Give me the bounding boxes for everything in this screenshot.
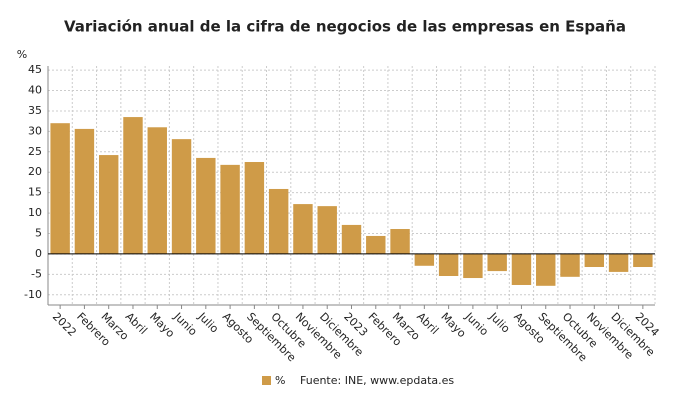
- x-tick-label: Mayo: [438, 310, 468, 340]
- bar: [511, 253, 532, 285]
- bar: [584, 253, 605, 268]
- legend-label: %: [275, 374, 285, 387]
- bar: [147, 127, 167, 254]
- bar: [123, 117, 143, 254]
- y-tick-label: 25: [28, 145, 42, 158]
- chart-title: Variación anual de la cifra de negocios …: [64, 18, 626, 36]
- legend-swatch: [262, 376, 271, 385]
- bar: [196, 157, 216, 254]
- bar: [414, 253, 435, 266]
- x-tick-label: Junio: [462, 309, 491, 338]
- bar: [438, 253, 459, 276]
- y-tick-label: 10: [28, 206, 42, 219]
- bar: [633, 253, 653, 268]
- bar: [390, 229, 410, 254]
- bar: [244, 162, 265, 254]
- y-axis-label: %: [17, 48, 27, 61]
- bar: [50, 123, 70, 254]
- y-tick-label: -5: [31, 267, 42, 280]
- bar: [560, 253, 580, 277]
- bar: [366, 235, 386, 254]
- source: Fuente: INE, www.epdata.es: [300, 374, 454, 387]
- bar: [293, 204, 313, 254]
- y-tick-label: -10: [24, 288, 42, 301]
- y-tick-label: 45: [28, 63, 42, 76]
- y-tick-label: 35: [28, 104, 42, 117]
- bar: [608, 253, 629, 272]
- bar: [341, 224, 362, 254]
- bar: [317, 206, 337, 254]
- x-tick-label: Julio: [486, 309, 512, 335]
- y-tick-label: 15: [28, 186, 42, 199]
- y-tick-label: 5: [35, 227, 42, 240]
- bar: [220, 164, 240, 254]
- y-tick-label: 0: [35, 247, 42, 260]
- x-tick-label: Julio: [195, 309, 221, 335]
- y-tick-label: 20: [28, 165, 42, 178]
- bar: [98, 155, 119, 254]
- bar: [487, 253, 507, 272]
- y-tick-label: 30: [28, 124, 42, 137]
- bar: [536, 253, 556, 286]
- x-tick-label: Mayo: [147, 310, 177, 340]
- x-tick-label: 2022: [50, 310, 79, 339]
- bar: [463, 253, 483, 279]
- bar: [268, 188, 289, 254]
- bar: [74, 128, 95, 254]
- x-tick-label: Junio: [171, 309, 200, 338]
- y-tick-label: 40: [28, 84, 42, 97]
- bar: [171, 139, 192, 254]
